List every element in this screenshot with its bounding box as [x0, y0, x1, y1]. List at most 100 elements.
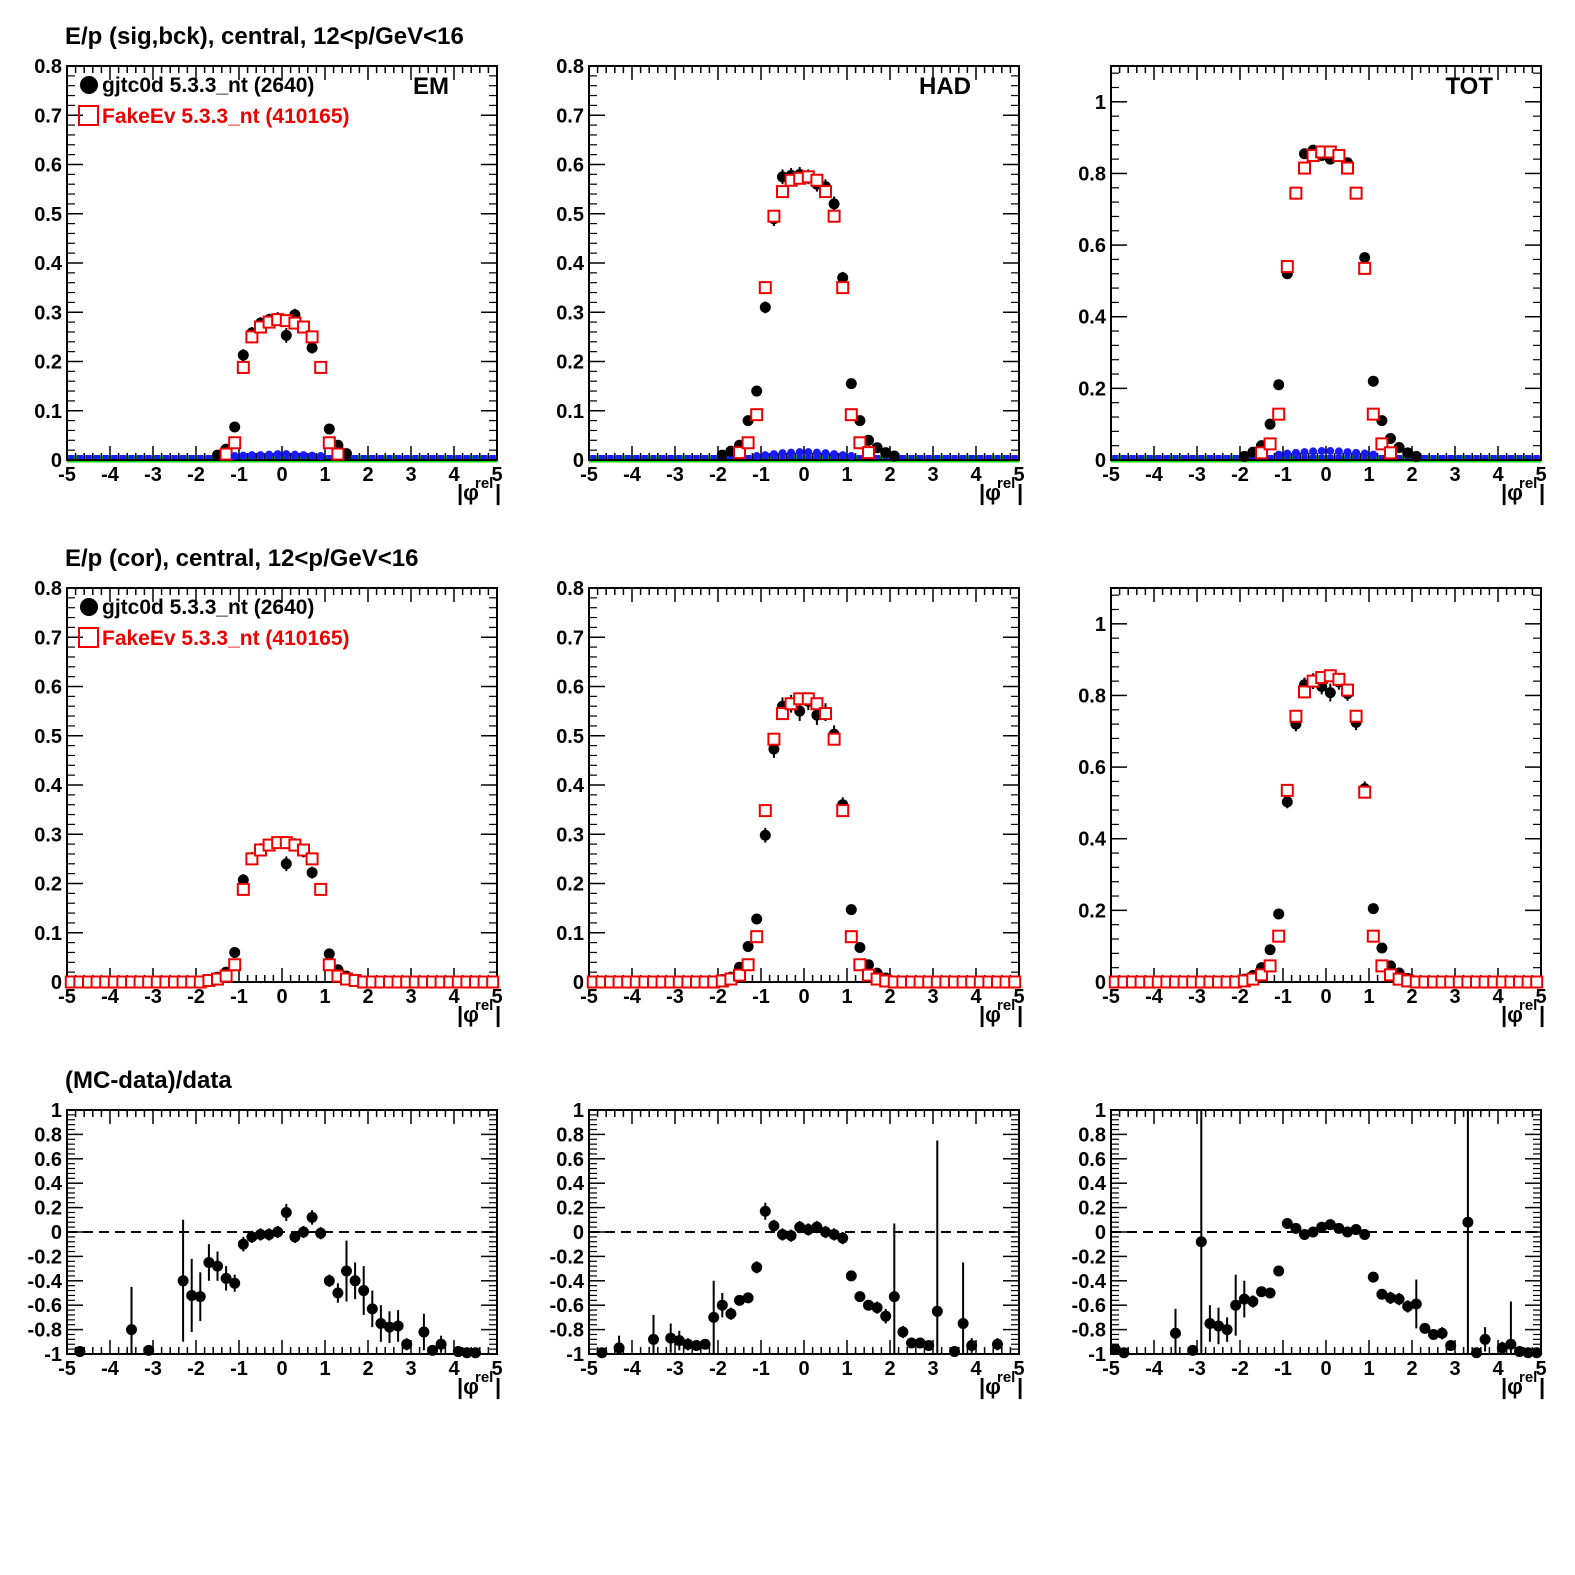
mc-point	[776, 185, 789, 199]
background-marker-blue	[481, 455, 488, 461]
mc-point	[758, 281, 772, 295]
mc-point	[1332, 672, 1346, 686]
mc-point	[836, 804, 850, 818]
y-tick-label: 0.8	[34, 1124, 62, 1146]
legend-data-label: gjtc0d 5.3.3_nt (2640)	[102, 74, 314, 97]
background-marker-blue	[616, 455, 623, 461]
x-tick-label: 2	[362, 464, 373, 486]
x-tick-label: -3	[666, 1358, 684, 1380]
background-point	[308, 451, 317, 460]
mc-point	[228, 958, 242, 972]
y-tick-label: -0.2	[1072, 1246, 1106, 1268]
mc-point	[1255, 446, 1268, 460]
x-tick-label: 1	[319, 464, 330, 486]
data-point	[802, 1224, 814, 1236]
mc-point	[1289, 709, 1303, 723]
data-point	[1247, 1296, 1259, 1308]
background-marker-blue	[779, 455, 786, 461]
data-point	[452, 1346, 464, 1358]
background-marker-blue	[137, 455, 144, 461]
mc-point	[1366, 929, 1380, 943]
background-marker-blue	[1138, 455, 1145, 461]
data-point	[897, 1326, 909, 1338]
data-point	[1238, 450, 1250, 462]
x-tick-label: -3	[666, 464, 684, 486]
background-point	[847, 452, 856, 461]
data-point	[1273, 908, 1285, 920]
background-marker-blue	[1361, 455, 1368, 461]
data-point	[759, 301, 771, 313]
data-point	[280, 858, 292, 870]
mc-point	[314, 360, 328, 374]
mc-point	[1341, 683, 1354, 697]
data-point	[1109, 1343, 1121, 1355]
y-tick-label: 0.3	[556, 302, 584, 324]
y-tick-label: 0.4	[34, 253, 63, 275]
data-point	[1479, 1333, 1491, 1345]
x-tick-label: -4	[101, 464, 120, 486]
data-point	[255, 1228, 266, 1240]
y-tick-label: 0.5	[34, 204, 62, 226]
background-marker-blue	[1335, 455, 1342, 461]
y-tick-label: 0.4	[556, 775, 585, 797]
x-tick-label: 1	[841, 1358, 852, 1380]
data-point	[1299, 1228, 1310, 1240]
background-marker-blue	[1249, 455, 1256, 461]
background-point	[795, 448, 804, 457]
data-point	[1445, 1339, 1457, 1351]
x-axis-label-bar: |	[1017, 1374, 1023, 1399]
data-point	[74, 1346, 86, 1358]
x-tick-label: 1	[841, 464, 852, 486]
mc-point	[1280, 783, 1294, 797]
x-tick-label: 4	[1492, 464, 1504, 486]
x-tick-label: 5	[1535, 1358, 1546, 1380]
x-tick-label: 3	[405, 986, 416, 1008]
data-point	[1195, 1236, 1207, 1248]
x-tick-label: 5	[491, 986, 502, 1008]
x-axis-label-bar: |	[1539, 1374, 1545, 1399]
background-point	[316, 452, 325, 461]
data-point	[323, 423, 335, 435]
data-point	[1359, 1228, 1371, 1240]
y-tick-label: -0.6	[550, 1295, 584, 1317]
x-tick-label: -1	[1274, 464, 1292, 486]
data-point	[1436, 1327, 1448, 1339]
data-point	[1264, 418, 1276, 430]
mc-point	[305, 852, 319, 866]
y-tick-label: 0.2	[556, 1198, 584, 1220]
background-marker-blue	[813, 455, 820, 461]
data-point	[682, 1338, 694, 1350]
mc-point	[1375, 959, 1389, 973]
legend-mc-marker	[78, 627, 99, 648]
background-marker-blue	[1499, 455, 1506, 461]
background-marker-blue	[968, 455, 975, 461]
background-marker-blue	[188, 455, 195, 461]
x-tick-label: 4	[1492, 1358, 1504, 1380]
panel-sig-em: -5 -4 -3 -2 -1 0 1 2 3 4 5 0 0.1 0.2 0.3 0.4 0.5 0.6 0.7 0.…	[34, 56, 502, 505]
data-point	[212, 1260, 223, 1272]
background-marker-blue	[650, 455, 657, 461]
background-marker-blue	[197, 455, 204, 461]
data-point	[1333, 1222, 1345, 1234]
background-point	[761, 451, 770, 460]
data-point	[992, 1338, 1003, 1350]
data-point	[914, 1337, 926, 1349]
y-tick-label: 0.2	[1078, 900, 1106, 922]
mc-point	[758, 804, 772, 818]
background-marker-blue	[119, 455, 126, 461]
mc-point	[844, 408, 858, 422]
background-marker-blue	[745, 455, 752, 461]
x-tick-label: -3	[1188, 1358, 1206, 1380]
x-axis-label-sup: rel	[1519, 997, 1537, 1014]
x-axis-label-bar: |	[495, 1002, 501, 1027]
x-tick-label: -4	[1145, 986, 1164, 1008]
data-point	[906, 1337, 917, 1349]
data-point	[1238, 1293, 1250, 1305]
background-marker-blue	[1318, 455, 1325, 461]
y-tick-label: 0	[1095, 972, 1106, 994]
data-point	[716, 449, 728, 461]
data-point	[203, 1257, 215, 1268]
y-tick-label: 0.6	[556, 1149, 584, 1171]
x-tick-label: 3	[405, 1358, 416, 1380]
